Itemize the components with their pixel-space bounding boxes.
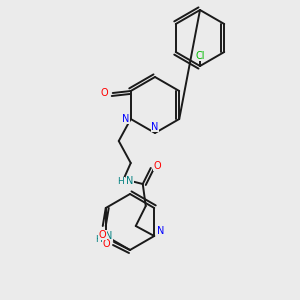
Text: H: H [95, 235, 102, 244]
Text: O: O [102, 239, 110, 249]
Text: O: O [154, 161, 162, 171]
Text: N: N [151, 122, 159, 132]
Text: N: N [126, 176, 134, 186]
Text: Cl: Cl [195, 51, 205, 61]
Text: O: O [99, 230, 106, 240]
Text: N: N [105, 231, 112, 241]
Text: N: N [122, 114, 129, 124]
Text: H: H [117, 178, 124, 187]
Text: O: O [101, 88, 109, 98]
Text: N: N [157, 226, 164, 236]
